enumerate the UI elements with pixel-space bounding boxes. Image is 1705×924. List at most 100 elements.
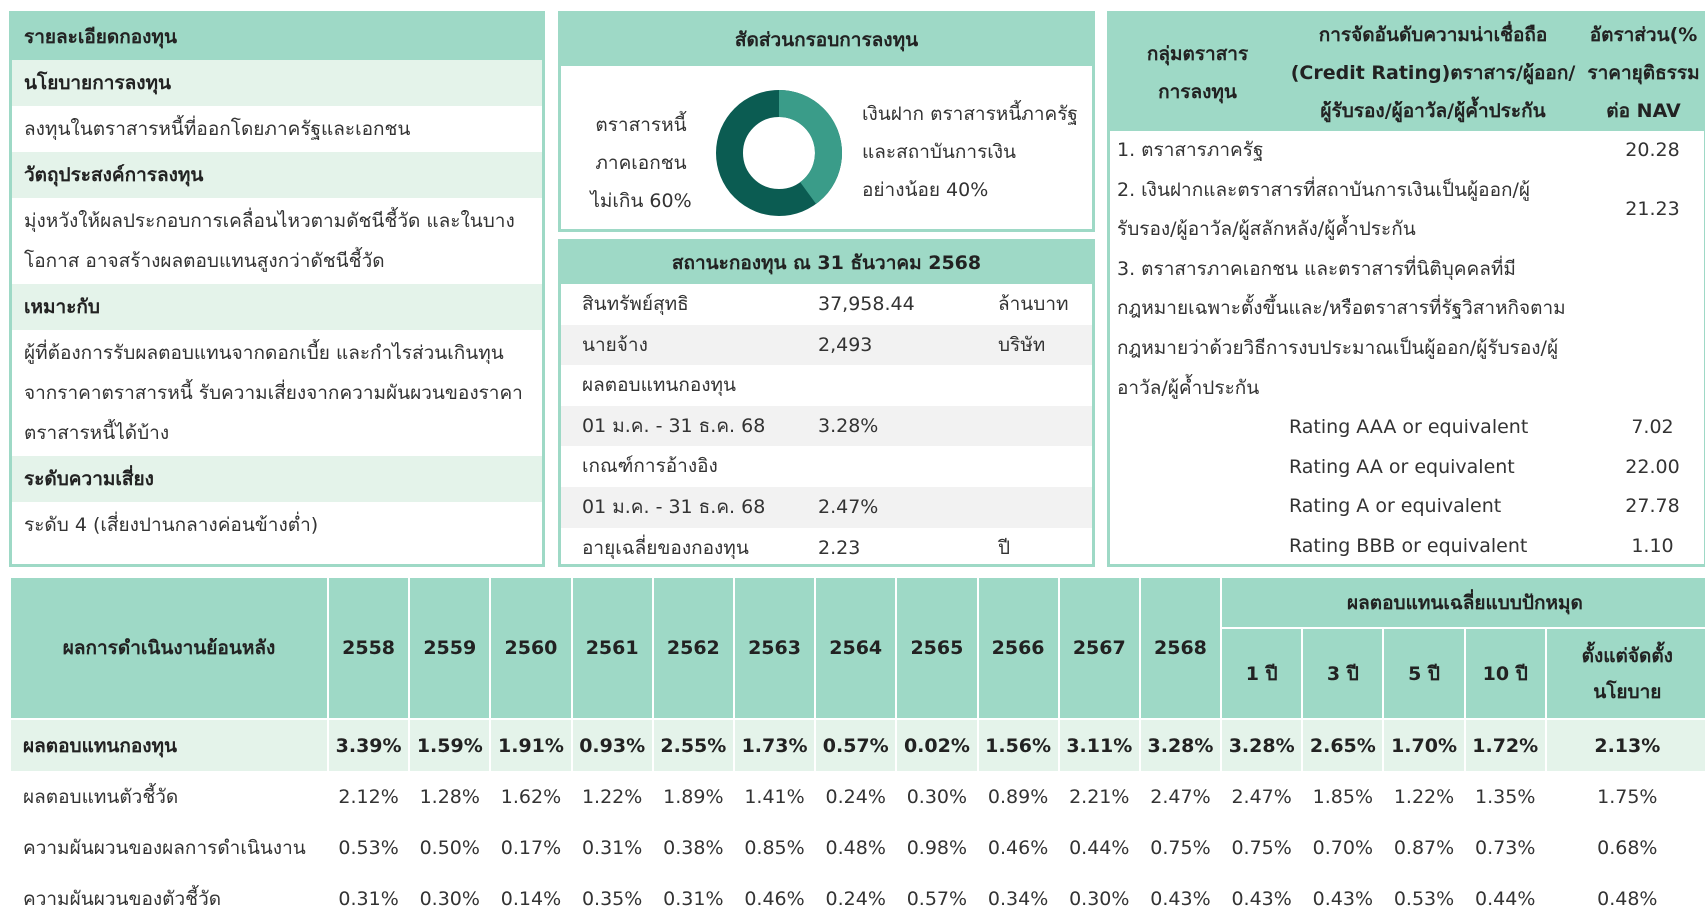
- data-row: ความผันผวนของผลการดำเนินงาน 0.53% 0.50% 0.1…: [11, 822, 1705, 873]
- row-value: 1.22%: [1393, 785, 1455, 808]
- credit-line: กฎหมายว่าด้วยวิธีการงบประมาณเป็นผู้ออก/ผ…: [1117, 336, 1559, 359]
- period-line: นโยบาย: [1593, 680, 1662, 703]
- row-value: 0.73%: [1475, 836, 1536, 859]
- row-value: 3.39%: [329, 720, 409, 771]
- header-line: ราคายุติธรรม: [1587, 61, 1700, 84]
- status-cell: 01 ม.ค. - 31 ธ.ค. 68: [582, 495, 766, 518]
- credit-value: 21.23: [1625, 198, 1680, 221]
- row-value: 0.14%: [500, 887, 562, 910]
- data-row: ผลตอบแทนกองทุน 3.39% 1.59% 1.91% 0.93% 2.55% 1…: [11, 720, 1705, 771]
- header-row: ผลการดำเนินงานย้อนหลัง 2558 2559 2560 2561 25…: [11, 578, 1705, 720]
- text-line: ระดับ 4 (เสี่ยงปานกลางค่อนข้างต่ำ): [24, 514, 319, 536]
- row-value: 0.46%: [987, 836, 1049, 859]
- header-line: กลุ่มตราสาร: [1146, 42, 1249, 65]
- row-value: 0.02%: [897, 720, 977, 771]
- row-value: 2.65%: [1303, 720, 1383, 771]
- row-label: ความผันผวนของผลการดำเนินงาน: [23, 836, 306, 859]
- row-value: 2.55%: [653, 720, 733, 771]
- row-value: 1.41%: [744, 785, 805, 808]
- status-cell: 3.28%: [818, 414, 879, 437]
- row-value: 1.62%: [500, 785, 562, 808]
- row-value: 1.73%: [734, 720, 815, 771]
- header-cell: ผลการดำเนินงานย้อนหลัง: [11, 578, 327, 720]
- section-text: ผู้ที่ต้องการรับผลตอบแทนจากดอกเบี้ย และก…: [12, 330, 542, 456]
- period-line: 3 ปี: [1326, 662, 1359, 685]
- row-value: 0.89%: [987, 785, 1049, 808]
- year-header: 2560: [491, 578, 571, 720]
- row-value: 0.85%: [744, 836, 805, 859]
- text-line: ตราสารหนี้ได้บ้าง: [24, 422, 170, 444]
- status-cell: นายจ้าง: [582, 333, 648, 356]
- row-value: 2.12%: [338, 785, 399, 808]
- row-value: 0.24%: [825, 785, 886, 808]
- status-row: เกณฑ์การอ้างอิง: [561, 446, 1092, 487]
- period-header: 3 ปี: [1303, 629, 1383, 720]
- credit-line: 1. ตราสารภาครัฐ: [1117, 139, 1264, 161]
- row-value: 0.30%: [419, 887, 480, 910]
- header-line: ต่อ NAV: [1606, 99, 1681, 122]
- row-value: 1.22%: [581, 785, 643, 808]
- status-cell: 37,958.44: [818, 293, 915, 315]
- row-value: 0.30%: [1069, 887, 1130, 910]
- row-value: 0.30%: [906, 785, 968, 808]
- period-line: 10 ปี: [1482, 662, 1528, 685]
- year-header: 2561: [572, 578, 652, 720]
- section-text: ลงทุนในตราสารหนี้ที่ออกโดยภาครัฐและเอกชน: [12, 106, 542, 152]
- credit-line: 2. เงินฝากและตราสารที่สถาบันการเงินเป็นผ…: [1117, 178, 1531, 201]
- rating-row: Rating AAA or equivalent 7.02: [1110, 408, 1704, 448]
- credit-panel: กลุ่มตราสารการลงทุน การจัดอันดับความน่าเช…: [1107, 11, 1705, 567]
- row-value: 3.28%: [1140, 720, 1221, 771]
- row-value: 0.43%: [1231, 887, 1292, 910]
- text-line: ลงทุนในตราสารหนี้ที่ออกโดยภาครัฐและเอกชน: [24, 118, 411, 140]
- header-line: อัตราส่วน(%: [1589, 23, 1698, 46]
- allocation-label: และสถาบันการเงิน: [862, 141, 1017, 163]
- row-value: 2.47%: [1150, 785, 1211, 808]
- header-line: การจัดอันดับความน่าเชื่อถือ: [1318, 23, 1548, 46]
- row-value: 0.75%: [1150, 836, 1211, 859]
- status-cell: เกณฑ์การอ้างอิง: [582, 455, 718, 478]
- section-heading: เหมาะกับ: [12, 284, 542, 330]
- row-value: 0.48%: [1597, 887, 1658, 910]
- panel-title: สถานะกองทุน ณ 31 ธันวาคม 2568: [561, 242, 1092, 284]
- text-line: โอกาส อาจสร้างผลตอบแทนสูงกว่าดัชนีชี้วัด: [24, 250, 385, 272]
- row-value: 3.11%: [1059, 720, 1139, 771]
- row-value: 0.93%: [572, 720, 652, 771]
- header-line: การลงทุน: [1158, 80, 1237, 103]
- row-value: 1.89%: [663, 785, 724, 808]
- text-line: ผู้ที่ต้องการรับผลตอบแทนจากดอกเบี้ย และก…: [24, 342, 504, 364]
- row-value: 2.21%: [1069, 785, 1130, 808]
- year-header: 2563: [734, 578, 815, 720]
- row-value: 1.85%: [1312, 785, 1374, 808]
- year-header: 2565: [897, 578, 977, 720]
- status-cell: ปี: [998, 536, 1011, 559]
- row-value: 0.53%: [1393, 887, 1455, 910]
- donut-chart: [716, 90, 842, 216]
- rating-row: Rating AA or equivalent 22.00: [1110, 448, 1704, 488]
- status-row: สินทรัพย์สุทธิ 37,958.44 ล้านบาท: [561, 284, 1092, 325]
- status-row: 01 ม.ค. - 31 ธ.ค. 68 3.28%: [561, 405, 1092, 447]
- credit-row: 2. เงินฝากและตราสารที่สถาบันการเงินเป็นผ…: [1110, 171, 1704, 250]
- row-label: ผลตอบแทนตัวชี้วัด: [23, 785, 179, 808]
- section-heading: วัตถุประสงค์การลงทุน: [12, 152, 542, 198]
- status-row: นายจ้าง 2,493 บริษัท: [561, 324, 1092, 366]
- year-header: 2564: [816, 578, 896, 720]
- row-label: ความผันผวนของตัวชี้วัด: [23, 887, 222, 910]
- credit-line: 3. ตราสารภาคเอกชน และตราสารที่นิติบุคคลท…: [1117, 257, 1516, 280]
- row-value: 0.24%: [825, 887, 886, 910]
- section-heading: นโยบายการลงทุน: [12, 60, 542, 106]
- period-header: ตั้งแต่จัดตั้ง นโยบาย: [1546, 629, 1705, 720]
- status-cell: 2.23: [818, 536, 861, 559]
- row-label: ผลตอบแทนกองทุน: [11, 720, 327, 771]
- row-value: 0.53%: [338, 836, 399, 859]
- status-row: อายุเฉลี่ยของกองทุน 2.23 ปี: [561, 527, 1092, 564]
- row-value: 0.43%: [1312, 887, 1374, 910]
- credit-line: รับรอง/ผู้อาวัล/ผู้สลักหลัง/ผู้ค้ำประกัน: [1117, 218, 1416, 241]
- status-cell: อายุเฉลี่ยของกองทุน: [582, 536, 749, 559]
- row-value: 0.50%: [419, 836, 480, 859]
- status-cell: บริษัท: [998, 333, 1046, 356]
- text-line: จากราคาตราสารหนี้ รับความเสี่ยงจากความผั…: [24, 382, 523, 404]
- section-heading: ระดับความเสี่ยง: [12, 456, 542, 502]
- row-value: 0.68%: [1597, 836, 1658, 859]
- section-text: มุ่งหวังให้ผลประกอบการเคลื่อนไหวตามดัชนี…: [12, 198, 542, 284]
- credit-line: กฎหมายเฉพาะตั้งขึ้นและ/หรือตราสารที่รัฐว…: [1117, 297, 1566, 320]
